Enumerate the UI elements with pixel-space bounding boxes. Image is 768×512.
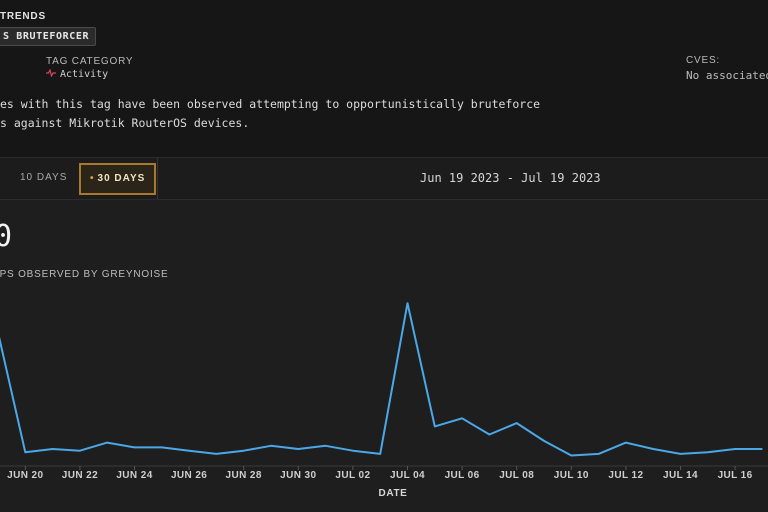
tag-chip[interactable]: S BRUTEFORCER xyxy=(0,27,97,46)
data-point[interactable] xyxy=(733,447,737,451)
data-point[interactable] xyxy=(133,445,137,449)
ips-trend-chart: JUN 20 JUN 22 JUN 24 JUN 26 JUN 28 JUN 30 JUL … xyxy=(0,301,768,499)
time-range-bar: 10 DAYS • 30 DAYS Jun 19 2023 - Jul 19 20… xyxy=(0,157,768,200)
data-point[interactable] xyxy=(433,424,437,428)
data-point[interactable] xyxy=(242,449,246,453)
data-point[interactable] xyxy=(269,444,273,448)
data-point[interactable] xyxy=(296,447,300,451)
tag-category-label: TAG CATEGORY xyxy=(46,56,134,67)
data-point[interactable] xyxy=(23,450,27,454)
data-point[interactable] xyxy=(187,449,191,453)
chart-subtitle: IPS OBSERVED BY GREYNOISE xyxy=(0,269,169,280)
range-divider xyxy=(157,158,158,199)
data-point[interactable] xyxy=(324,444,328,448)
x-tick-label: JUN 28 xyxy=(226,470,262,481)
x-tick-label: JUL 06 xyxy=(445,470,480,481)
data-point[interactable] xyxy=(78,449,82,453)
data-point[interactable] xyxy=(351,449,355,453)
tag-category-value: Activity xyxy=(46,68,109,80)
range-10-days-button[interactable]: 10 DAYS xyxy=(20,172,68,183)
x-axis-title: DATE xyxy=(379,488,408,499)
data-point[interactable] xyxy=(624,441,628,445)
data-point[interactable] xyxy=(760,447,764,451)
x-tick-label: JUL 08 xyxy=(499,470,534,481)
x-tick-label: JUN 22 xyxy=(62,470,98,481)
data-point[interactable] xyxy=(160,445,164,449)
ips-series-line[interactable] xyxy=(0,302,763,457)
data-point[interactable] xyxy=(651,447,655,451)
x-tick-label: JUL 04 xyxy=(390,470,425,481)
cves-label: CVES: xyxy=(686,55,721,66)
description-line: s against Mikrotik RouterOS devices. xyxy=(0,116,250,130)
ips-count: 0 xyxy=(0,219,13,254)
range-30-days-label: 30 DAYS xyxy=(97,173,146,184)
data-point[interactable] xyxy=(487,432,491,436)
ips-trend-chart-area: 0 IPS OBSERVED BY GREYNOISE JUN 20 JUN 22… xyxy=(0,199,768,512)
tag-description: es with this tag have been observed atte… xyxy=(0,95,541,133)
data-point[interactable] xyxy=(378,452,382,456)
data-point[interactable] xyxy=(105,441,109,445)
x-tick-label: JUL 14 xyxy=(663,470,698,481)
x-tick-label: JUN 26 xyxy=(171,470,207,481)
data-point[interactable] xyxy=(542,439,546,443)
trends-label: TRENDS xyxy=(0,11,46,22)
x-tick-label: JUN 30 xyxy=(280,470,316,481)
data-point[interactable] xyxy=(406,301,410,305)
x-tick-label: JUL 02 xyxy=(335,470,370,481)
data-point[interactable] xyxy=(51,447,55,451)
data-point[interactable] xyxy=(679,452,683,456)
data-point[interactable] xyxy=(597,452,601,456)
data-point[interactable] xyxy=(569,454,573,458)
range-30-days-button[interactable]: • 30 DAYS xyxy=(79,163,157,195)
x-tick-label: JUN 24 xyxy=(116,470,152,481)
data-point[interactable] xyxy=(706,450,710,454)
description-line: es with this tag have been observed atte… xyxy=(0,97,541,111)
x-tick-label: JUL 10 xyxy=(554,470,589,481)
tag-category-text: Activity xyxy=(60,69,109,80)
data-point[interactable] xyxy=(460,416,464,420)
data-point[interactable] xyxy=(515,421,519,425)
x-tick-label: JUL 12 xyxy=(608,470,643,481)
cves-value: No associated xyxy=(686,69,768,82)
tag-header-panel: TRENDS S BRUTEFORCER TAG CATEGORY Activi… xyxy=(0,0,768,157)
x-tick-label: JUL 16 xyxy=(718,470,753,481)
x-tick-label: JUN 20 xyxy=(7,470,43,481)
date-range-label: Jun 19 2023 - Jul 19 2023 xyxy=(420,171,601,185)
activity-pulse-icon xyxy=(46,68,56,80)
data-point[interactable] xyxy=(214,452,218,456)
selected-dot-icon: • xyxy=(90,173,95,184)
